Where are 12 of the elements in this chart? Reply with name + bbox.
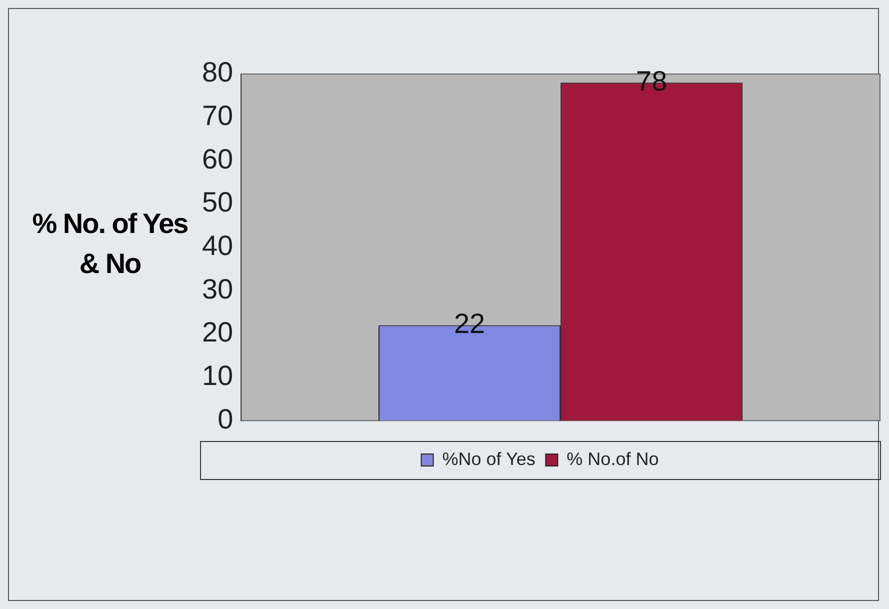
y-tick-label: 30 (202, 273, 234, 304)
y-tick-label: 0 (218, 403, 234, 434)
legend-label: %No of Yes (442, 448, 536, 469)
y-tick-label: 60 (202, 143, 234, 174)
legend-label: % No.of No (566, 448, 659, 469)
y-tick-label: 70 (202, 100, 234, 132)
y-tick-label: 20 (202, 316, 234, 348)
y-axis-title: % No. of Yes & No (31, 207, 189, 281)
y-tick-label: 50 (202, 186, 234, 218)
y-tick-label: 40 (202, 230, 234, 262)
y-tick-label: 10 (202, 360, 234, 391)
y-tick-label: 80 (202, 56, 234, 88)
